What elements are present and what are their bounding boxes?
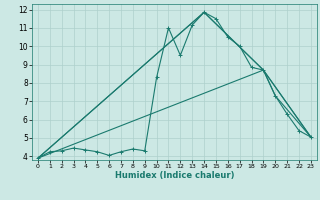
X-axis label: Humidex (Indice chaleur): Humidex (Indice chaleur) bbox=[115, 171, 234, 180]
